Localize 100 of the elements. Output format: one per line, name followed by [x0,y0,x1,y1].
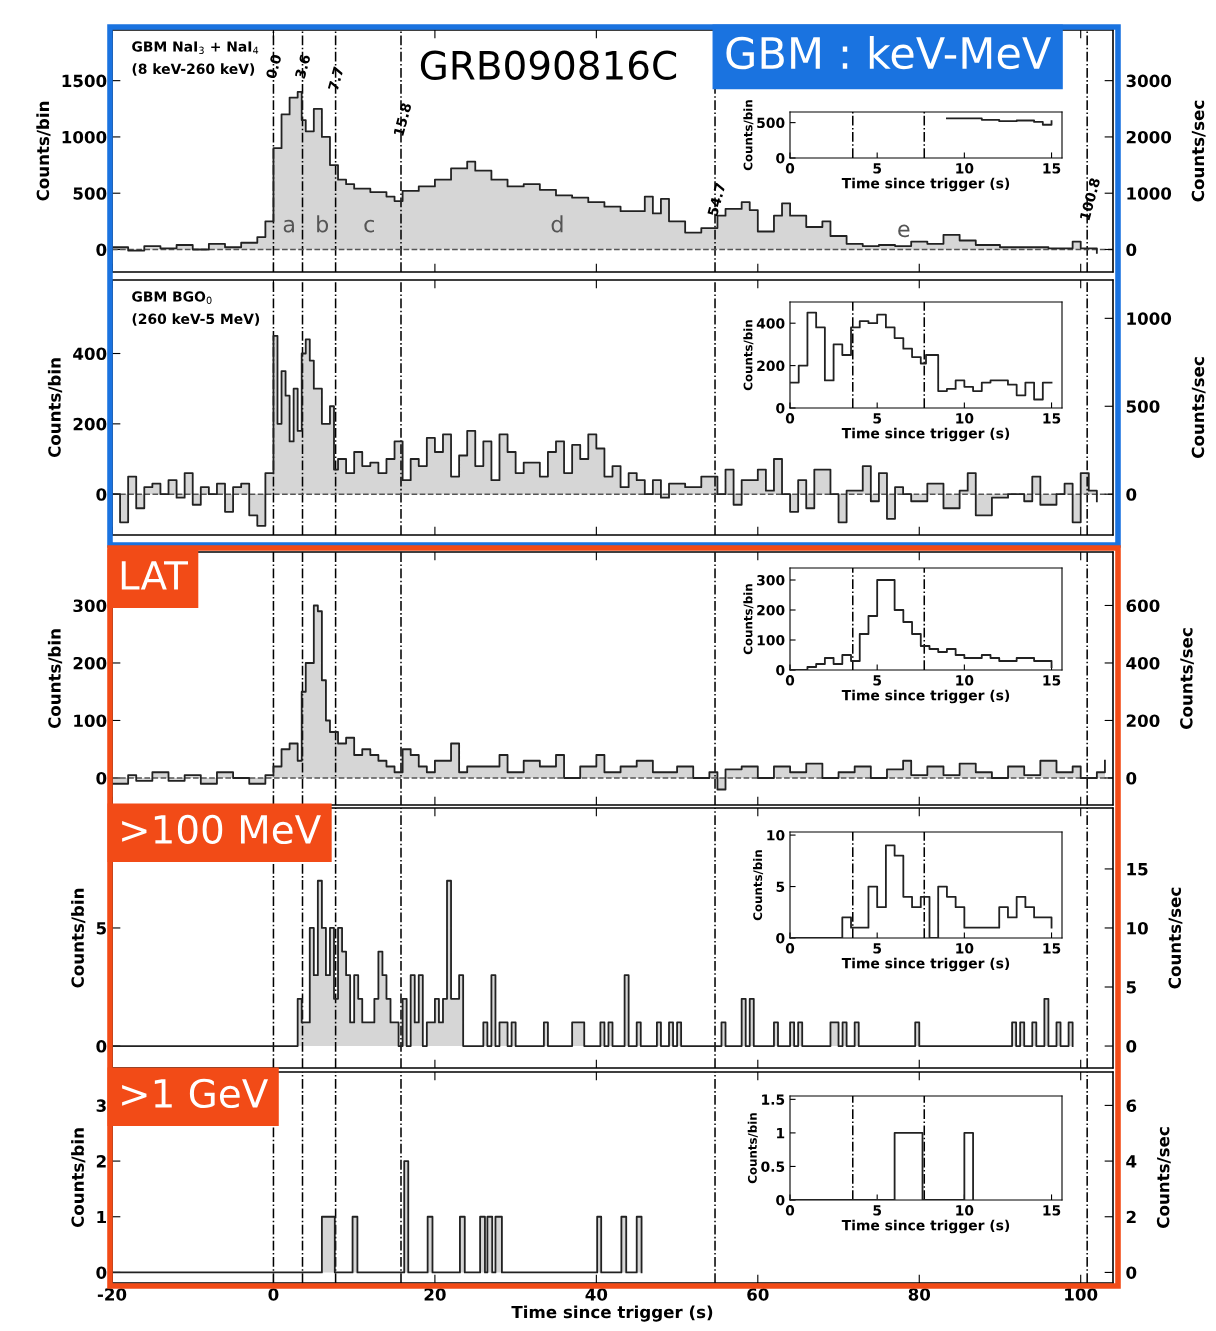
annotation: GBM BGO$_{0}$ [132,291,212,304]
x-tick-label: 0 [268,1288,279,1301]
x-axis-title: Time since trigger (s) [511,1305,713,1322]
annotation: c [364,219,374,233]
y2-tick-label: 500 [1126,400,1160,413]
x-tick-label: 100 [1065,1288,1098,1301]
x-axis-title: Time since trigger (s) [841,427,1010,442]
y-axis-title: Counts/bin [743,100,754,171]
y2-tick-label: 10 [1127,921,1148,935]
annotation: (260 keV-5 MeV) [132,313,260,326]
y2-tick-label: 0 [1126,1040,1137,1053]
y-tick-label: 3 [96,1099,106,1112]
y-tick-label: 0 [776,1194,785,1206]
y2-axis-title: Counts/sec [1191,100,1206,202]
x-axis-title: Time since trigger (s) [841,689,1010,704]
x-tick-label: 20 [424,1288,446,1301]
x-tick-label: 5 [873,675,882,686]
y-tick-label: 0 [776,932,785,944]
x-tick-label: 10 [956,413,974,424]
y-axis-title: Counts/bin [747,1113,758,1184]
y2-tick-label: 0 [1126,1266,1137,1279]
y2-axis-title: Counts/sec [1191,357,1206,458]
x-axis-title: Time since trigger (s) [841,957,1010,972]
y-tick-label: 500 [757,117,785,129]
x-tick-label: 0 [785,413,795,424]
x-axis-title: Time since trigger (s) [841,1219,1010,1234]
y-tick-label: 300 [73,599,107,613]
y2-tick-label: 1000 [1127,187,1172,200]
x-tick-label: 80 [908,1288,931,1301]
x-tick-label: 0 [785,163,795,174]
y-tick-label: 1 [777,1128,785,1139]
y-tick-label: 0 [776,152,785,164]
y2-axis-title: Counts/sec [1156,1127,1171,1228]
chart-subtitle: GBM : keV-MeV [726,36,1051,70]
x-tick-label: 0 [785,1205,795,1216]
y-tick-label: 0 [96,243,107,257]
x-tick-label: 15 [1043,675,1061,686]
y-tick-label: 400 [756,318,785,329]
y-tick-label: 0 [776,664,785,676]
y-tick-label: 0.5 [761,1161,785,1172]
y-tick-label: 100 [757,634,785,646]
y2-tick-label: 0 [1126,488,1137,501]
ref-line-label: 15.8 [393,102,412,136]
y-tick-label: 0 [96,771,107,785]
y-tick-label: 1000 [62,130,107,144]
x-tick-label: 10 [956,163,974,174]
ref-line-label: 100.8 [1079,177,1101,221]
annotation: b [317,215,329,233]
y-tick-label: 0 [96,1266,107,1279]
x-tick-label: 0 [785,675,795,686]
x-tick-label: 60 [747,1288,769,1301]
x-tick-label: 10 [956,675,974,686]
y-tick-label: 1500 [62,74,107,88]
y2-tick-label: 0 [1126,243,1137,257]
y-tick-label: 10 [767,830,785,841]
y-axis-title: Counts/bin [47,358,63,458]
y-axis-title: Counts/bin [743,320,754,391]
annotation: e [898,224,910,238]
x-tick-label: 10 [956,943,974,954]
y-tick-label: 1 [97,1210,106,1224]
y-tick-label: 0 [96,1040,107,1053]
y2-tick-label: 3000 [1126,74,1172,88]
y-tick-label: 200 [73,417,107,431]
x-tick-label: 10 [956,1205,974,1216]
y2-tick-label: 15 [1127,863,1148,876]
y2-tick-label: 400 [1126,656,1160,670]
y2-tick-label: 0 [1126,771,1137,785]
y2-tick-label: 600 [1126,599,1160,613]
y-tick-label: 1.5 [762,1094,785,1105]
x-tick-label: 0 [785,943,795,954]
y-axis-title: Counts/bin [753,850,764,921]
x-tick-label: 15 [1043,413,1061,424]
chart-subtitle: >100 MeV [122,814,321,845]
y2-tick-label: 1000 [1127,312,1172,325]
y2-tick-label: 2000 [1126,130,1172,144]
y-axis-title: Counts/bin [47,629,63,729]
chart-subtitle: LAT [121,561,188,590]
y2-axis-title: Counts/sec [1168,887,1183,989]
annotation: d [551,215,563,233]
x-tick-label: 5 [873,163,882,174]
x-tick-label: 40 [585,1288,608,1301]
ref-line-label: 3.6 [294,53,311,79]
x-tick-label: 5 [873,943,882,954]
y-axis-title: Counts/bin [36,101,51,201]
y-axis-title: Counts/bin [71,888,86,988]
y2-tick-label: 2 [1126,1210,1136,1224]
y-tick-label: 200 [757,604,785,616]
y-axis-title: Counts/bin [743,584,754,655]
y2-tick-label: 4 [1126,1155,1137,1168]
y-tick-label: 5 [96,922,106,935]
x-tick-label: 15 [1043,943,1061,954]
annotation: (8 keV-260 keV) [132,63,255,76]
x-tick-label: 15 [1043,1205,1061,1216]
y2-tick-label: 200 [1126,714,1160,728]
y-tick-label: 0 [776,402,785,414]
y-tick-label: 100 [74,714,107,728]
y-tick-label: 0 [96,488,107,501]
y-tick-label: 400 [73,347,107,361]
x-tick-label: 15 [1043,163,1061,174]
y-tick-label: 200 [757,360,785,372]
